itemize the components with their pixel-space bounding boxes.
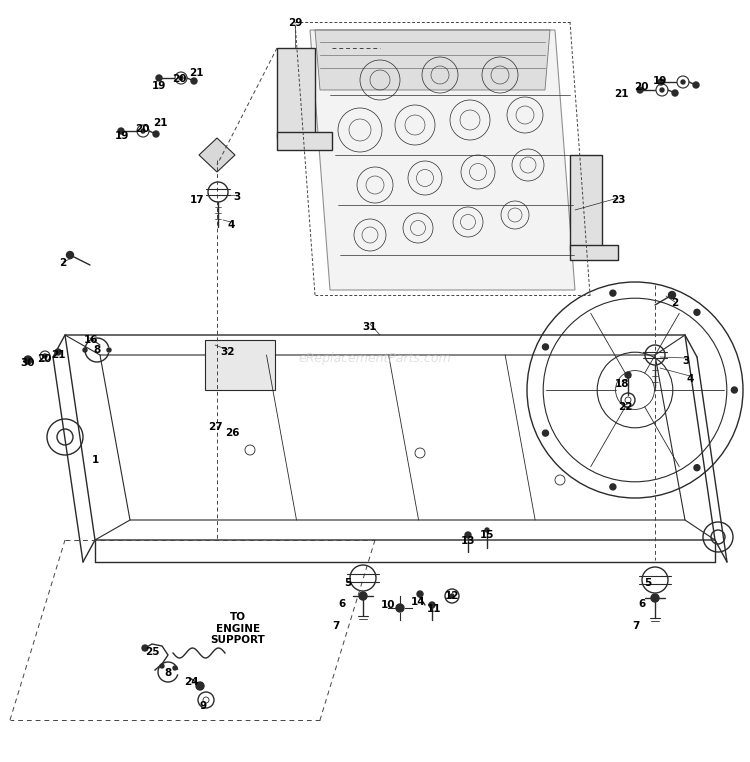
Text: 23: 23 bbox=[610, 195, 626, 205]
Circle shape bbox=[55, 349, 61, 355]
Circle shape bbox=[694, 309, 700, 315]
Text: 19: 19 bbox=[652, 76, 668, 86]
Circle shape bbox=[173, 666, 177, 670]
Text: 21: 21 bbox=[51, 350, 65, 360]
Circle shape bbox=[625, 372, 631, 378]
Bar bbox=[570, 245, 618, 260]
Text: 7: 7 bbox=[332, 621, 340, 631]
Text: 32: 32 bbox=[220, 347, 236, 357]
Circle shape bbox=[681, 80, 685, 84]
Text: 24: 24 bbox=[184, 677, 198, 687]
Polygon shape bbox=[199, 138, 235, 172]
Text: 17: 17 bbox=[190, 195, 204, 205]
Text: 21: 21 bbox=[153, 118, 167, 128]
Text: 21: 21 bbox=[614, 89, 628, 99]
Text: 6: 6 bbox=[338, 599, 346, 609]
Text: 2: 2 bbox=[59, 258, 67, 268]
Bar bbox=[570, 155, 602, 250]
Text: 10: 10 bbox=[381, 600, 395, 610]
Circle shape bbox=[179, 76, 183, 80]
Text: 20: 20 bbox=[37, 354, 51, 364]
Text: 15: 15 bbox=[480, 530, 494, 540]
Text: 8: 8 bbox=[93, 345, 100, 355]
Circle shape bbox=[672, 90, 678, 96]
Text: 26: 26 bbox=[225, 428, 239, 438]
Circle shape bbox=[24, 356, 32, 364]
Text: 12: 12 bbox=[445, 591, 459, 601]
Circle shape bbox=[465, 532, 471, 538]
Text: 3: 3 bbox=[682, 356, 690, 366]
Text: 4: 4 bbox=[227, 220, 235, 230]
Circle shape bbox=[83, 348, 87, 352]
Circle shape bbox=[651, 594, 659, 602]
Circle shape bbox=[156, 75, 162, 81]
Text: 1: 1 bbox=[92, 455, 99, 465]
Text: 20: 20 bbox=[634, 82, 648, 92]
Text: 31: 31 bbox=[363, 322, 377, 332]
Circle shape bbox=[668, 292, 676, 299]
Text: 13: 13 bbox=[460, 536, 476, 546]
Text: 25: 25 bbox=[145, 647, 159, 657]
Text: 5: 5 bbox=[344, 578, 352, 588]
Text: 27: 27 bbox=[208, 422, 222, 432]
Text: 21: 21 bbox=[189, 68, 203, 78]
Text: 9: 9 bbox=[200, 701, 206, 711]
Circle shape bbox=[160, 664, 164, 668]
Bar bbox=[205, 340, 275, 390]
Circle shape bbox=[542, 344, 548, 350]
Circle shape bbox=[429, 602, 435, 608]
Circle shape bbox=[67, 251, 74, 258]
Polygon shape bbox=[315, 30, 550, 90]
Text: 20: 20 bbox=[172, 74, 186, 84]
Text: 5: 5 bbox=[644, 578, 652, 588]
Circle shape bbox=[731, 387, 737, 393]
Bar bbox=[277, 132, 332, 150]
Text: 19: 19 bbox=[115, 131, 129, 141]
Text: 16: 16 bbox=[84, 335, 98, 345]
Circle shape bbox=[43, 354, 47, 358]
Circle shape bbox=[660, 88, 664, 92]
Text: TO
ENGINE
SUPPORT: TO ENGINE SUPPORT bbox=[211, 612, 266, 645]
Text: 18: 18 bbox=[615, 379, 629, 389]
Circle shape bbox=[694, 465, 700, 471]
Circle shape bbox=[359, 592, 367, 600]
Text: 2: 2 bbox=[671, 298, 679, 308]
Circle shape bbox=[417, 591, 423, 597]
Circle shape bbox=[142, 645, 148, 651]
Circle shape bbox=[191, 78, 197, 84]
Circle shape bbox=[141, 129, 145, 133]
Text: 14: 14 bbox=[411, 597, 425, 607]
Circle shape bbox=[196, 682, 204, 690]
Circle shape bbox=[118, 128, 124, 134]
Circle shape bbox=[637, 87, 643, 93]
Text: 30: 30 bbox=[21, 358, 35, 368]
Circle shape bbox=[658, 79, 664, 85]
Polygon shape bbox=[310, 30, 575, 290]
Circle shape bbox=[107, 348, 111, 352]
Circle shape bbox=[542, 430, 548, 436]
Text: 8: 8 bbox=[164, 668, 172, 678]
Circle shape bbox=[610, 290, 616, 296]
Circle shape bbox=[396, 604, 404, 612]
Text: 20: 20 bbox=[135, 124, 149, 134]
Bar bbox=[277, 48, 315, 138]
Text: 4: 4 bbox=[686, 374, 694, 384]
Text: 11: 11 bbox=[427, 604, 441, 614]
Circle shape bbox=[450, 594, 454, 598]
Circle shape bbox=[153, 131, 159, 137]
Text: 6: 6 bbox=[638, 599, 646, 609]
Text: 29: 29 bbox=[288, 18, 302, 28]
Text: 22: 22 bbox=[618, 402, 632, 412]
Text: 19: 19 bbox=[152, 81, 166, 91]
Text: eReplacementParts.com: eReplacementParts.com bbox=[298, 351, 452, 365]
Text: 3: 3 bbox=[233, 192, 241, 202]
Text: 7: 7 bbox=[632, 621, 640, 631]
Circle shape bbox=[485, 528, 489, 532]
Circle shape bbox=[693, 82, 699, 88]
Circle shape bbox=[610, 484, 616, 490]
